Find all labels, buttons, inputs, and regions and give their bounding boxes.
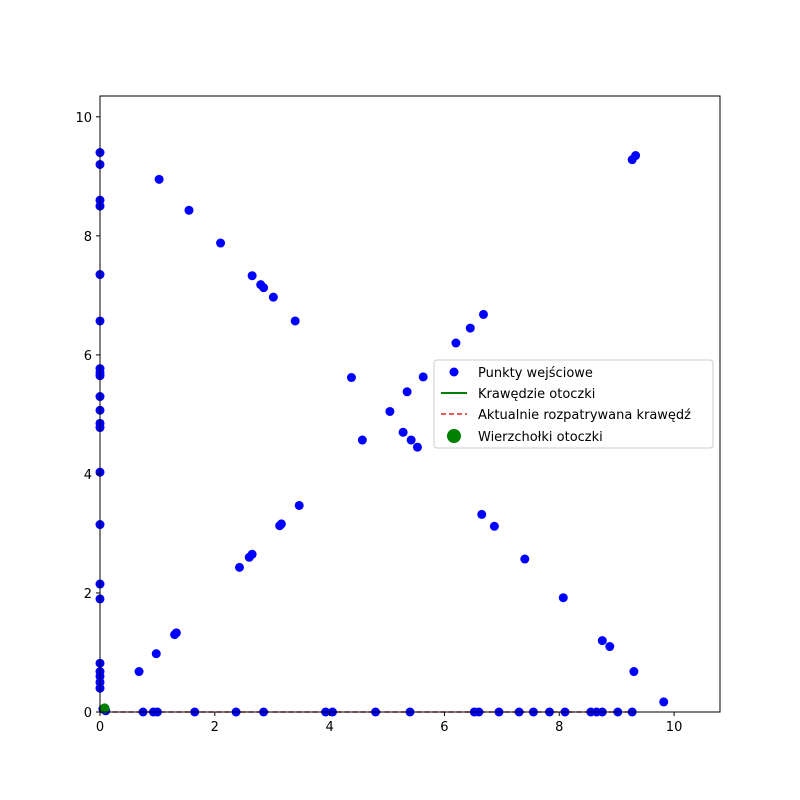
- input-point: [659, 697, 669, 707]
- y-tick-label: 0: [84, 706, 92, 721]
- x-tick-label: 0: [96, 720, 104, 735]
- y-tick-label: 8: [84, 230, 92, 245]
- legend: Punkty wejściowe Krawędzie otoczki Aktua…: [433, 359, 714, 449]
- legend-label-hull-vertices: Wierzchołki otoczki: [478, 430, 603, 445]
- input-point: [465, 323, 475, 333]
- legend-label-current-edge: Aktualnie rozpatrywana krawędź: [478, 408, 691, 423]
- legend-box: [433, 359, 714, 449]
- input-point: [489, 521, 499, 531]
- input-point: [259, 283, 269, 293]
- input-point: [558, 593, 568, 603]
- input-point: [247, 549, 257, 559]
- input-point: [151, 649, 161, 659]
- input-point: [294, 500, 304, 510]
- y-tick-label: 2: [84, 587, 92, 602]
- input-point: [631, 151, 641, 161]
- input-point: [290, 316, 300, 326]
- input-point: [478, 309, 488, 319]
- input-point: [402, 387, 412, 397]
- input-point: [276, 519, 286, 529]
- x-tick-label: 2: [211, 720, 219, 735]
- input-point: [357, 435, 367, 445]
- input-point: [134, 667, 144, 677]
- input-point: [412, 442, 422, 452]
- legend-marker-input-points: [449, 367, 459, 377]
- input-point: [418, 372, 428, 382]
- input-point: [597, 636, 607, 646]
- x-axis: 0 2 4 6 8 10: [96, 712, 682, 735]
- input-point: [398, 427, 408, 437]
- x-tick-label: 4: [325, 720, 333, 735]
- legend-label-hull-edges: Krawędzie otoczki: [478, 387, 595, 402]
- y-tick-label: 10: [75, 111, 92, 126]
- x-tick-label: 10: [666, 720, 683, 735]
- input-point: [477, 509, 487, 519]
- input-point: [235, 562, 244, 572]
- axes-frame: [99, 95, 721, 713]
- y-tick-label: 4: [84, 468, 92, 483]
- input-point: [385, 406, 395, 416]
- input-point: [154, 174, 164, 184]
- y-axis: 0 2 4 6 8 10: [75, 111, 100, 721]
- hull-vertex-layer: [99, 703, 110, 714]
- input-point: [629, 667, 639, 677]
- y-tick-label: 6: [84, 349, 92, 364]
- legend-label-input-points: Punkty wejściowe: [478, 366, 593, 381]
- input-point: [216, 238, 226, 248]
- x-tick-label: 6: [440, 720, 448, 735]
- hull-vertex: [99, 703, 110, 714]
- input-point: [171, 628, 181, 638]
- legend-marker-hull-vertices: [447, 429, 461, 443]
- input-point: [451, 338, 461, 348]
- input-point: [605, 642, 615, 652]
- x-tick-label: 8: [555, 720, 563, 735]
- input-point: [346, 373, 356, 383]
- input-point: [268, 292, 278, 302]
- input-point: [247, 271, 257, 281]
- input-point: [406, 435, 416, 445]
- input-point: [520, 554, 530, 564]
- input-point: [184, 205, 194, 215]
